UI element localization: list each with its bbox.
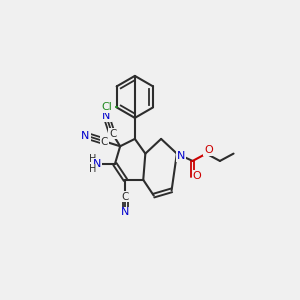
Text: N: N	[81, 131, 90, 141]
Text: Cl: Cl	[102, 102, 113, 112]
Text: O: O	[204, 146, 213, 155]
Text: H: H	[89, 164, 97, 174]
Text: O: O	[192, 171, 201, 181]
Text: H: H	[89, 154, 97, 164]
Text: N: N	[93, 159, 101, 169]
Text: N: N	[177, 151, 185, 161]
Text: C: C	[101, 137, 108, 147]
Text: N: N	[121, 207, 130, 218]
Text: C: C	[122, 192, 129, 202]
Text: N: N	[102, 111, 111, 121]
Text: C: C	[109, 129, 116, 139]
